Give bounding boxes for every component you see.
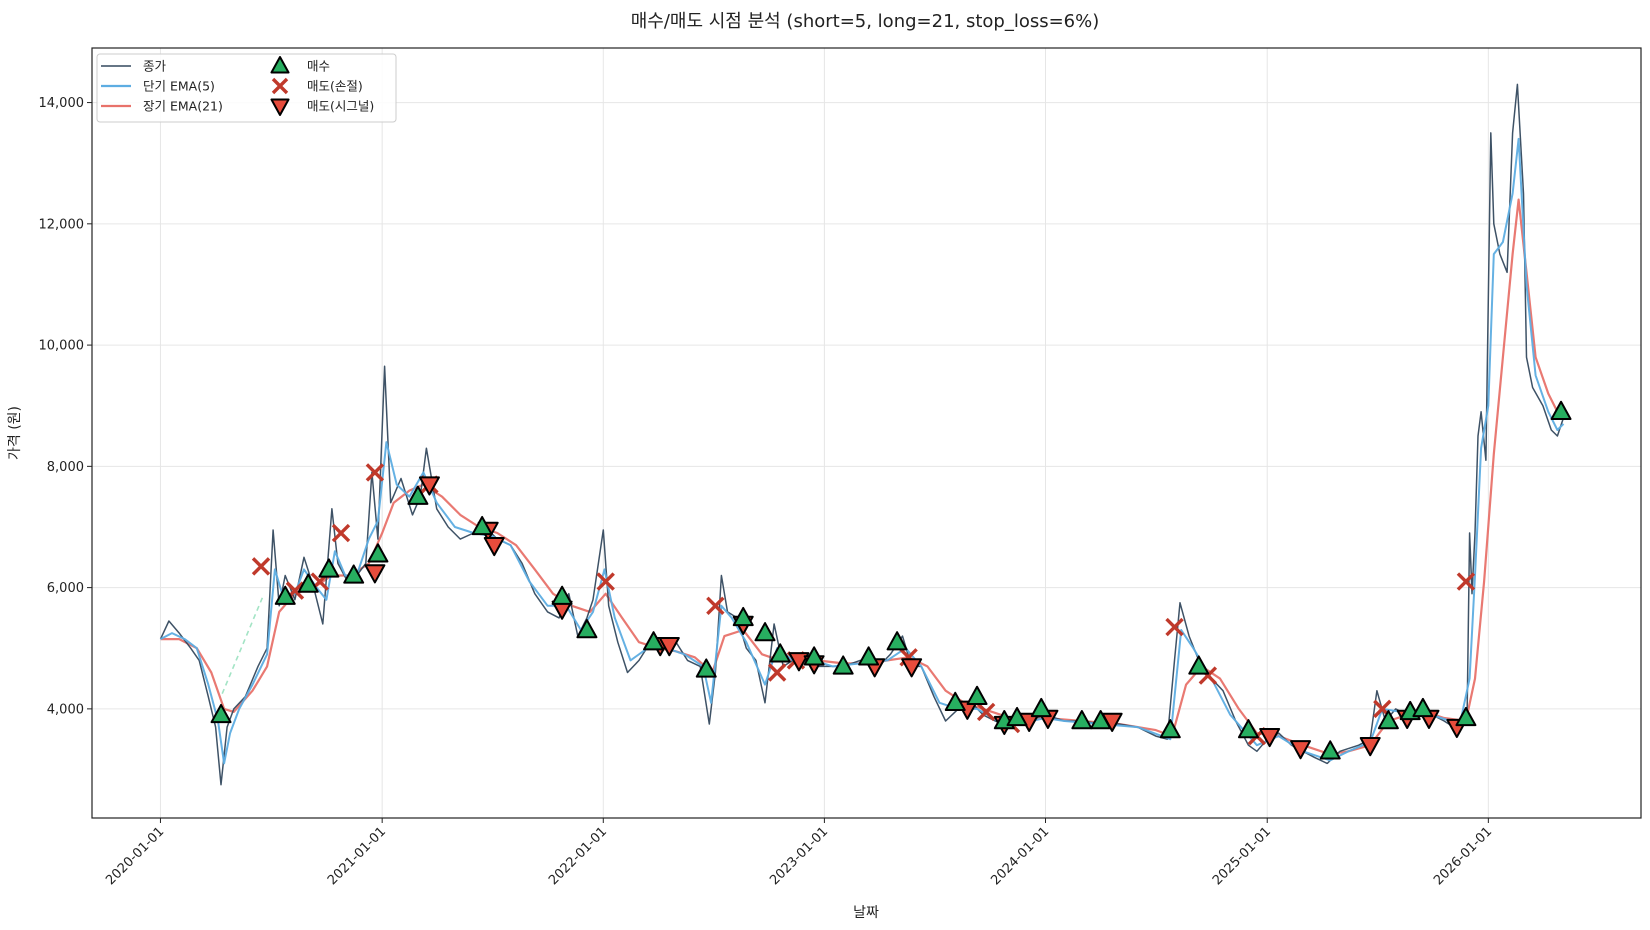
buy-marker [471,515,493,536]
legend-item-sell-signal: 매도(시그널) [270,98,374,116]
sell-stop-marker [1456,572,1476,591]
buy-marker [769,643,791,663]
buy-marker [318,558,340,578]
sell-signal-marker [1259,727,1281,748]
sell-signal-marker [788,652,810,672]
buy-marker [966,685,988,705]
legend-label: 매도(손절) [307,79,363,94]
buy-marker [551,585,573,605]
sell-stop-marker [365,463,385,482]
sell-stop-marker [251,557,271,576]
y-axis: 4,000 6,000 8,000 10,000 12,000 14,000 [39,96,92,717]
sell-signal-marker [901,658,923,678]
position-connector-line [221,596,264,695]
legend-item-ema-short: 단기 EMA(5) [101,79,215,94]
buy-marker [803,646,825,666]
markers-layer [210,400,1572,760]
legend-item-ema-long: 장기 EMA(21) [101,99,223,114]
buy-marker [944,691,966,712]
buy-marker [1188,655,1210,675]
x-tick-label: 2023-01-01 [767,824,831,888]
x-tick-label: 2020-01-01 [103,824,167,888]
legend-label: 매수 [307,59,330,74]
buy-marker [210,703,232,724]
y-tick-label: 8,000 [47,460,84,475]
buy-marker [1030,697,1052,718]
x-tick-label: 2022-01-01 [546,824,610,888]
sell-signal-marker [1359,737,1381,757]
x-tick-label: 2025-01-01 [1210,824,1274,888]
sell-stop-marker [596,572,615,591]
buy-marker [695,658,717,678]
buy-marker [1006,706,1028,727]
grid [92,48,1641,818]
sell-stop-marker [976,702,996,722]
buy-marker [274,585,296,605]
sell-stop-marker [706,596,725,615]
chart-title: 매수/매도 시점 분석 (short=5, long=21, stop_loss… [631,11,1100,32]
buy-marker [297,573,319,593]
sell-signal-marker [364,564,386,584]
sell-signal-marker [483,536,505,557]
buy-marker [754,622,776,642]
buy-marker [1550,400,1572,420]
x-tick-label: 2024-01-01 [988,824,1052,888]
x-tick-label: 2026-01-01 [1431,824,1495,888]
legend-item-sell-stop: 매도(손절) [271,77,363,95]
sell-signal-marker [1290,740,1312,760]
buy-marker [886,631,908,651]
legend-label: 장기 EMA(21) [143,99,223,114]
buy-marker [367,543,389,563]
buy-marker [1071,709,1093,730]
legend-label: 단기 EMA(5) [143,79,215,94]
buy-marker [1159,719,1181,739]
buy-marker [858,646,880,666]
y-tick-label: 14,000 [39,96,85,111]
legend-label: 종가 [143,59,167,74]
sell-signal-marker [658,637,680,657]
legend-swatch [270,56,290,74]
plot-area [159,83,1572,786]
legend-item-close: 종가 [101,59,167,74]
legend-item-buy: 매수 [270,56,330,74]
sell-stop-marker [331,523,351,543]
x-axis: 2020-01-01 2021-01-01 2022-01-01 2023-01-01… [103,818,1495,888]
legend-label: 매도(시그널) [307,99,374,114]
legend-box [96,53,397,123]
y-tick-label: 4,000 [47,702,84,717]
sell-stop-marker [1165,617,1184,637]
y-tick-label: 10,000 [39,339,85,354]
buy-marker [343,564,365,584]
series-line-close [159,83,1565,786]
legend-swatch [270,98,290,116]
y-tick-label: 6,000 [47,581,84,596]
buy-marker [643,631,665,651]
x-axis-label: 날짜 [853,905,879,921]
buy-marker [1377,709,1399,730]
sell-signal-marker [418,476,440,496]
sell-stop-marker [767,663,787,682]
x-tick-label: 2021-01-01 [325,824,389,888]
buy-marker [832,655,854,675]
buy-marker [732,606,754,627]
buy-marker [1412,697,1434,718]
y-axis-label: 가격 (원) [7,406,23,460]
buy-marker [1090,709,1112,730]
buy-marker [1319,740,1341,760]
y-tick-label: 12,000 [39,217,85,232]
plot-frame [91,47,1642,819]
buy-marker [1237,719,1259,739]
legend-swatch [271,77,289,95]
series-line-ema-short [160,137,1565,765]
series-layer [159,83,1565,786]
buy-marker [576,619,598,639]
buy-marker [407,485,429,505]
buy-marker [1455,706,1477,727]
